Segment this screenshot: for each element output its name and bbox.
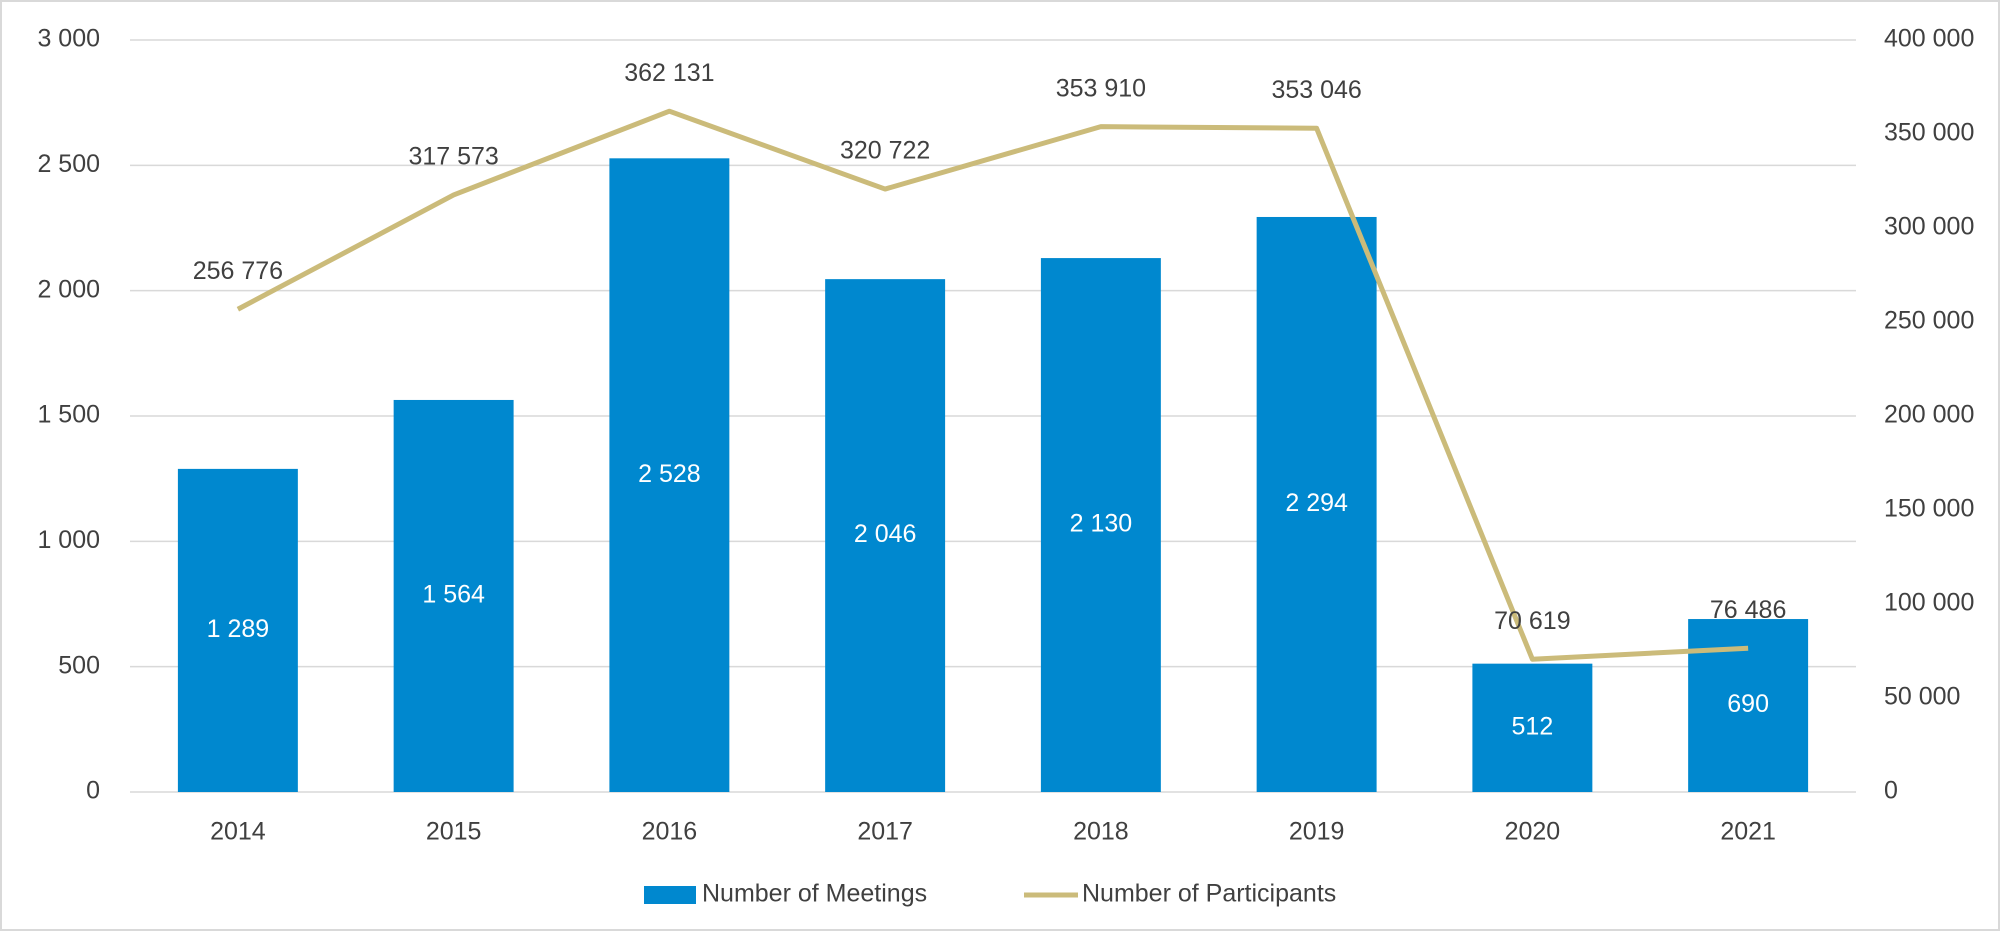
line-value-label: 70 619 <box>1494 607 1570 635</box>
line-value-label: 362 131 <box>624 59 714 87</box>
line-value-label: 353 046 <box>1271 76 1361 104</box>
bar <box>1472 663 1593 792</box>
bar <box>1256 216 1377 792</box>
bar-value-label: 2 046 <box>854 520 917 548</box>
y-tick-label: 3 000 <box>37 25 100 53</box>
y-tick-label: 2 500 <box>37 150 100 178</box>
y2-tick-label: 250 000 <box>1884 307 1974 335</box>
bar <box>825 279 946 792</box>
y2-tick-label: 50 000 <box>1884 683 1960 711</box>
x-tick-label: 2020 <box>1505 818 1561 846</box>
x-tick-label: 2016 <box>642 818 698 846</box>
bar-value-label: 1 564 <box>422 581 485 609</box>
bar <box>393 399 514 792</box>
x-tick-label: 2014 <box>210 818 266 846</box>
bar-value-label: 690 <box>1727 690 1769 718</box>
x-tick-label: 2021 <box>1720 818 1776 846</box>
y2-tick-label: 200 000 <box>1884 401 1974 429</box>
legend-swatch <box>644 886 696 904</box>
y-tick-label: 0 <box>86 777 100 805</box>
y2-tick-label: 100 000 <box>1884 589 1974 617</box>
bar <box>1040 258 1161 793</box>
x-tick-label: 2017 <box>857 818 913 846</box>
legend-label: Number of Meetings <box>702 880 927 908</box>
y-tick-label: 1 500 <box>37 401 100 429</box>
line-value-label: 76 486 <box>1710 596 1786 624</box>
line-value-label: 256 776 <box>193 257 283 285</box>
bar-value-label: 2 528 <box>638 460 701 488</box>
line <box>236 108 1749 662</box>
x-tick-label: 2019 <box>1289 818 1345 846</box>
bar-value-label: 512 <box>1512 712 1554 740</box>
y2-tick-label: 300 000 <box>1884 213 1974 241</box>
bar <box>177 468 298 792</box>
y2-tick-label: 150 000 <box>1884 495 1974 523</box>
line-value-label: 320 722 <box>840 137 930 165</box>
y-tick-label: 2 000 <box>37 275 100 303</box>
y-tick-label: 1 000 <box>37 526 100 554</box>
bar-value-label: 2 294 <box>1285 489 1348 517</box>
bar-value-label: 2 130 <box>1070 510 1133 538</box>
y2-tick-label: 400 000 <box>1884 25 1974 53</box>
y-tick-label: 500 <box>58 651 100 679</box>
line-value-label: 353 910 <box>1056 74 1146 102</box>
y2-tick-label: 350 000 <box>1884 119 1974 147</box>
legend-label: Number of Participants <box>1082 880 1336 908</box>
y2-tick-label: 0 <box>1884 777 1898 805</box>
bar <box>609 158 730 792</box>
x-tick-label: 2018 <box>1073 818 1129 846</box>
bar-value-label: 1 289 <box>207 615 270 643</box>
line-value-label: 317 573 <box>408 143 498 171</box>
x-tick-label: 2015 <box>426 818 482 846</box>
